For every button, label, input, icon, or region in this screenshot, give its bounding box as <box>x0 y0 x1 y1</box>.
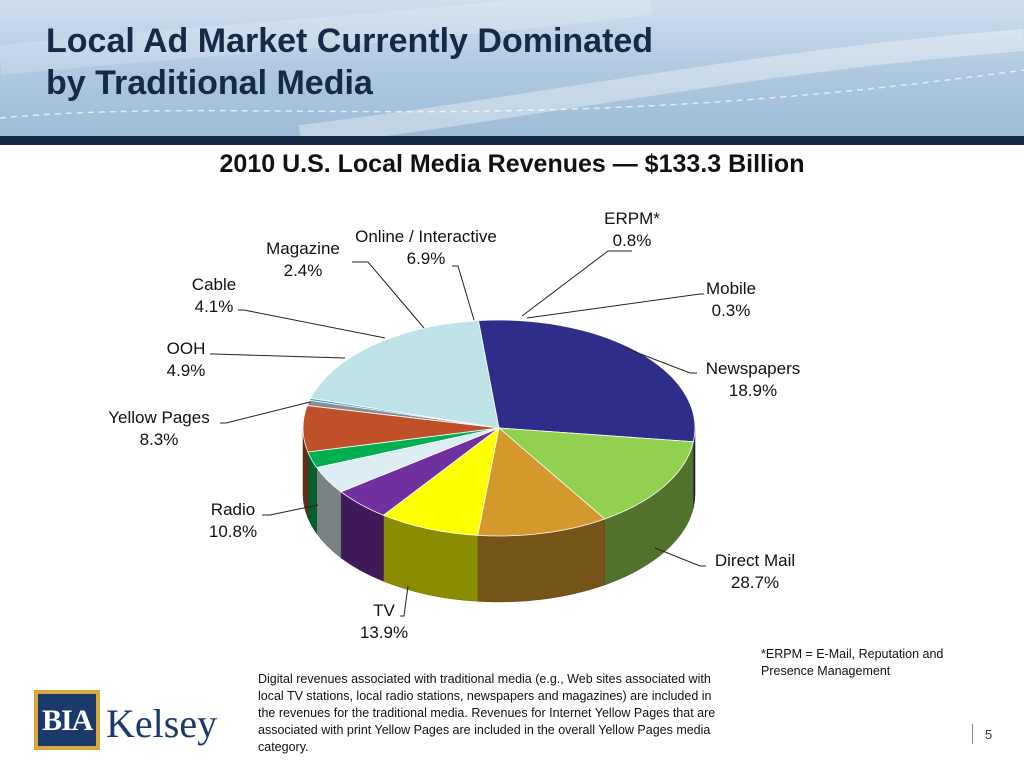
slice-value: 4.9% <box>166 361 206 380</box>
header-swoosh <box>0 0 1024 136</box>
slice-value: 10.8% <box>208 522 258 541</box>
slice-value: 0.3% <box>711 301 751 320</box>
slice-name: TV <box>373 601 395 620</box>
slice-label-direct-mail: Direct Mail 28.7% <box>715 550 795 594</box>
erpm-note: *ERPM = E-Mail, Reputation and Presence … <box>761 647 944 678</box>
leader-line-direct-mail <box>654 547 706 567</box>
leader-line-newspapers <box>624 347 697 374</box>
slice-name: Mobile <box>705 279 757 298</box>
leader-line-erpm <box>521 250 632 317</box>
leader-line-ooh <box>210 353 346 359</box>
logo-text-kelsey: Kelsey <box>106 701 218 746</box>
slice-label-mobile: Mobile 0.3% <box>706 278 756 322</box>
slice-name: Newspapers <box>705 359 801 378</box>
logo-text-bia: BIA <box>42 704 93 737</box>
slice-value: 18.9% <box>728 381 778 400</box>
slice-label-radio: Radio 10.8% <box>209 499 257 543</box>
slice-name: Radio <box>210 500 256 519</box>
slice-value: 8.3% <box>139 430 179 449</box>
slide-title: Local Ad Market Currently Dominated by T… <box>46 20 653 104</box>
slice-label-cable: Cable 4.1% <box>192 274 236 318</box>
slice-value: 6.9% <box>406 249 446 268</box>
slice-label-erpm: ERPM* 0.8% <box>604 208 660 252</box>
slice-value: 4.1% <box>194 297 234 316</box>
slice-label-yellow-pages: Yellow Pages 8.3% <box>108 407 209 451</box>
slice-label-online-interactive: Online / Interactive 6.9% <box>355 226 497 270</box>
slice-value: 28.7% <box>730 573 780 592</box>
pie-slice-newspapers <box>309 320 500 429</box>
slide-title-line-2: by Traditional Media <box>46 64 373 102</box>
leader-line-radio <box>262 504 319 516</box>
page-number-divider <box>972 724 973 744</box>
leader-line-magazine <box>352 261 425 329</box>
pie-slice-online-interactive <box>302 405 500 453</box>
slice-value: 2.4% <box>283 261 323 280</box>
footnote: Digital revenues associated with traditi… <box>258 672 716 754</box>
pie-slice-radio <box>477 427 606 537</box>
slice-value: 0.8% <box>612 231 652 250</box>
leader-line-online-interactive <box>452 265 475 321</box>
slice-label-ooh: OOH 4.9% <box>167 338 206 382</box>
leader-line-tv <box>400 585 409 617</box>
slide-title-line-1: Local Ad Market Currently Dominated <box>46 22 654 60</box>
slice-label-newspapers: Newspapers 18.9% <box>706 358 801 402</box>
page-number: 5 <box>985 727 993 742</box>
pie-slice-yellow-pages <box>382 427 500 536</box>
slice-name: Direct Mail <box>714 551 796 570</box>
header-banner <box>0 0 1024 136</box>
slice-name: Online / Interactive <box>355 227 497 246</box>
slice-name: Yellow Pages <box>108 408 210 427</box>
slice-value: 13.9% <box>359 623 409 642</box>
slice-label-magazine: Magazine 2.4% <box>266 238 340 282</box>
slice-label-tv: TV 13.9% <box>360 600 408 644</box>
bia-kelsey-logo: BIA Kelsey <box>34 690 217 750</box>
leader-line-yellow-pages <box>220 401 311 424</box>
logo-box: BIA <box>34 690 100 750</box>
leader-line-mobile <box>526 293 704 319</box>
slice-name: OOH <box>166 339 206 358</box>
chart-title: 2010 U.S. Local Media Revenues — $133.3 … <box>219 150 805 178</box>
slice-name: Magazine <box>266 239 340 258</box>
header-rule <box>0 136 1024 145</box>
slice-name: Cable <box>191 275 237 294</box>
pie-slice-direct-mail <box>478 319 696 443</box>
slice-name: ERPM* <box>604 209 660 228</box>
leader-line-cable <box>238 309 386 339</box>
pie-slice-tv <box>497 427 694 520</box>
